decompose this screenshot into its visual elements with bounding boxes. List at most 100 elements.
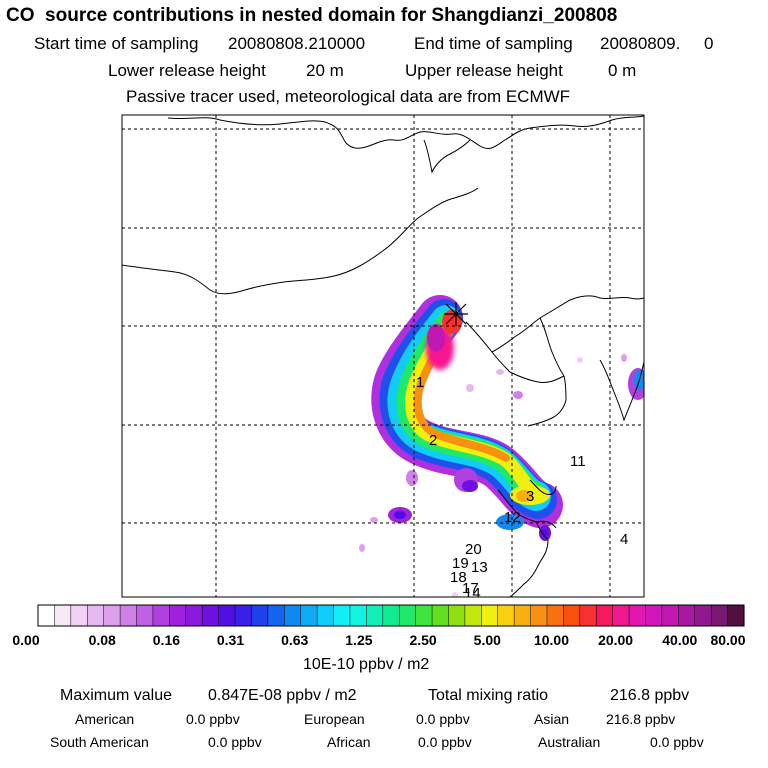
colorbar-cell	[497, 604, 515, 627]
colorbar-cell	[563, 604, 581, 627]
colorbar-cell	[645, 604, 663, 627]
colorbar-cell	[87, 604, 105, 627]
colorbar-tick-label: 2.50	[409, 632, 436, 648]
colorbar-cell	[152, 604, 170, 627]
colorbar-cell	[513, 604, 532, 627]
region-value: 0.0 ppbv	[208, 734, 262, 750]
region-name: South American	[50, 734, 149, 750]
trajectory-label: 19	[452, 555, 469, 572]
colorbar-cell	[464, 604, 482, 627]
colorbar-cell	[267, 604, 285, 627]
trajectory-label: 17	[462, 580, 479, 597]
colorbar-cell	[579, 604, 597, 627]
colorbar-tick-label: 0.16	[153, 632, 180, 648]
colorbar-cell	[678, 604, 696, 627]
upper-release-value: 0 m	[608, 61, 637, 80]
colorbar-cell	[546, 604, 564, 627]
colorbar-cell	[54, 604, 72, 627]
colorbar-cell	[119, 604, 138, 627]
colorbar-cell	[185, 604, 203, 627]
colorbar-cell	[300, 604, 318, 627]
upper-release-label: Upper release height	[405, 61, 563, 80]
end-time-value: 20080809. 0	[600, 34, 714, 53]
lower-release-label: Lower release height	[108, 61, 266, 80]
colorbar-cell	[382, 604, 400, 627]
start-time-label: Start time of sampling	[34, 34, 199, 53]
colorbar-unit: 10E-10 ppbv / m2	[303, 656, 430, 673]
colorbar-cell	[661, 604, 679, 627]
end-time-label: End time of sampling	[414, 34, 573, 53]
max-value-label: Maximum value	[60, 687, 173, 704]
region-value: 0.0 ppbv	[416, 711, 470, 727]
colorbar-cell	[103, 604, 121, 627]
plot-title: CO source contributions in nested domain…	[6, 5, 618, 26]
receptor-marker	[444, 302, 468, 326]
region-name: Asian	[534, 711, 570, 727]
colorbar-tick-label: 80.00	[710, 632, 745, 648]
trajectory-label: 18	[450, 569, 467, 586]
colorbar-cell	[710, 604, 729, 627]
colorbar-cell	[169, 604, 187, 627]
region-value: 0.0 ppbv	[186, 711, 240, 727]
colorbar-tick-label: 20.00	[598, 632, 633, 648]
total-mixing-value: 216.8 ppbv	[610, 687, 690, 704]
region-value: 216.8 ppbv	[606, 711, 676, 727]
trajectory-label: 12	[504, 509, 521, 526]
concentration-plume	[359, 295, 644, 597]
colorbar-tick-label: 10.00	[534, 632, 569, 648]
colorbar-cell	[136, 604, 154, 627]
colorbar-frame	[37, 604, 745, 627]
colorbar-tick-label: 0.63	[281, 632, 308, 648]
colorbar-cell	[316, 604, 335, 627]
colorbar-cell	[628, 604, 647, 627]
colorbar-cell	[70, 604, 88, 627]
colorbar-tick-label: 40.00	[662, 632, 697, 648]
colorbar-tick-label: 0.00	[12, 632, 39, 648]
colorbar-ticks: 0.00 0.08 0.16 0.31 0.63 1.25 2.50 5.00 10.00 20.…	[12, 632, 745, 648]
colorbar-cell	[727, 604, 745, 627]
colorbar-cell	[431, 604, 450, 627]
colorbar-cell	[595, 604, 614, 627]
colorbar-tick-label: 0.31	[217, 632, 244, 648]
tracer-note: Passive tracer used, meteorological data…	[126, 87, 571, 106]
region-name: American	[75, 711, 135, 727]
region-name: Australian	[538, 734, 601, 750]
trajectory-label: 11	[570, 453, 586, 470]
colorbar-cell	[612, 604, 630, 627]
colorbar-cell	[448, 604, 466, 627]
lat-lon-grid	[122, 115, 644, 597]
colorbar-tick-label: 0.08	[89, 632, 116, 648]
colorbar-cells	[37, 604, 745, 627]
trajectory-label: 14	[464, 585, 481, 602]
trajectory-label: 13	[471, 559, 488, 576]
colorbar-cell	[481, 604, 499, 627]
colorbar-cell	[415, 604, 433, 627]
trajectory-label: 1	[416, 374, 424, 391]
trajectory-label: 2	[429, 432, 437, 449]
colorbar-cell	[251, 604, 269, 627]
colorbar-cell	[218, 604, 236, 627]
total-mixing-label: Total mixing ratio	[428, 687, 549, 704]
map-frame	[121, 114, 645, 598]
colorbar-cell	[398, 604, 417, 627]
colorbar-cell	[530, 604, 548, 627]
colorbar-cell	[37, 604, 55, 627]
colorbar-tick-label: 5.00	[474, 632, 501, 648]
start-time-value: 20080808.210000	[228, 34, 366, 53]
region-value: 0.0 ppbv	[418, 734, 472, 750]
colorbar-cell	[333, 604, 351, 627]
colorbar-cell	[284, 604, 302, 627]
coastlines	[122, 115, 644, 597]
region-name: African	[327, 734, 371, 750]
colorbar-cell	[234, 604, 252, 627]
max-value: 0.847E-08 ppbv / m2	[208, 687, 357, 704]
colorbar-cell	[366, 604, 384, 627]
trajectory-label: 20	[465, 541, 482, 558]
colorbar-cell	[694, 604, 712, 627]
region-name: European	[304, 711, 365, 727]
colorbar-cell	[349, 604, 367, 627]
lower-release-value: 20 m	[306, 61, 344, 80]
trajectory-label: 3	[526, 488, 534, 505]
